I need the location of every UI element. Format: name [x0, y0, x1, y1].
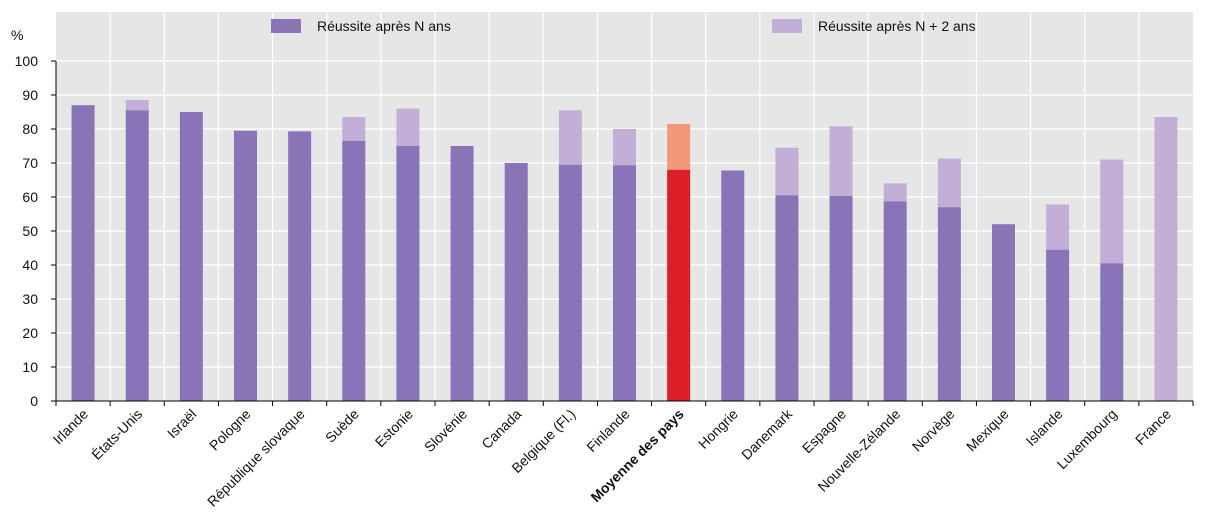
bar-n	[342, 140, 366, 401]
x-tick-label: Irlande	[50, 406, 92, 448]
y-tick-label: 60	[22, 189, 38, 205]
bar-n	[179, 112, 203, 401]
x-tick-label: Estonie	[372, 406, 416, 450]
bar-n2	[1100, 159, 1124, 264]
bar-n2	[342, 117, 366, 141]
x-tick-label: Slovénie	[421, 406, 470, 455]
bar-n	[829, 195, 853, 401]
bar-n	[504, 163, 528, 401]
bar-n2	[558, 110, 582, 165]
x-tick-label: Hongrie	[695, 406, 741, 452]
x-tick-label: Islande	[1023, 406, 1066, 449]
bar-n2	[1154, 117, 1178, 401]
y-tick-label: 90	[22, 87, 38, 103]
x-tick-label: Finlande	[583, 406, 632, 455]
bar-n	[234, 130, 257, 401]
axes	[51, 60, 1194, 406]
bar-n	[1100, 263, 1124, 401]
x-tick-label: Canada	[478, 406, 524, 452]
x-tick-label: Espagne	[799, 406, 850, 457]
bar-n2	[883, 183, 907, 202]
bar-n2	[125, 100, 149, 111]
bar-n	[71, 105, 95, 401]
bar-n	[667, 169, 691, 401]
bar-n	[775, 195, 799, 401]
y-unit-label: %	[11, 27, 23, 43]
bar-n2	[613, 129, 636, 166]
y-tick-label: 20	[22, 325, 38, 341]
x-tick-label: Mexique	[963, 406, 1012, 455]
bar-n2	[829, 126, 853, 196]
x-tick-label: France	[1132, 406, 1174, 448]
legend-label-n: Réussite après N ans	[317, 18, 451, 34]
bar-n	[450, 146, 474, 401]
y-tick-label: 100	[15, 53, 39, 69]
y-tick-label: 10	[22, 359, 38, 375]
x-tick-label: République slovaque	[204, 406, 308, 510]
y-tick-label: 0	[30, 393, 38, 409]
x-tick-label: Pologne	[206, 406, 254, 454]
legend-label-n2: Réussite après N + 2 ans	[818, 18, 976, 34]
bar-n	[558, 164, 582, 401]
bar-n	[613, 165, 636, 401]
x-tick-label: Moyenne des pays	[587, 406, 686, 505]
x-tick-label: Norvège	[909, 406, 958, 455]
bar-n	[883, 201, 907, 401]
y-tick-label: 30	[22, 291, 38, 307]
y-tick-label: 80	[22, 121, 38, 137]
bar-n2	[1046, 204, 1070, 250]
x-tick-label: Suède	[322, 406, 362, 446]
x-tick-label: Danemark	[738, 405, 796, 463]
legend-swatch-n2	[772, 19, 802, 33]
x-tick-label: Israël	[164, 406, 200, 442]
bar-n	[992, 224, 1015, 401]
bars	[71, 100, 1178, 402]
y-tick-label: 70	[22, 155, 38, 171]
bar-n	[125, 110, 149, 402]
y-tick-label: 50	[22, 223, 38, 239]
bar-n	[721, 170, 745, 401]
bar-n	[1046, 249, 1070, 401]
bar-n2	[396, 108, 420, 146]
bar-n2	[667, 123, 691, 170]
y-tick-labels: 0 10 20 30 40 50 60 70 80 90 100	[15, 53, 39, 409]
legend: Réussite après N ans Réussite après N + …	[271, 18, 976, 34]
bar-n	[937, 207, 961, 401]
x-tick-label: États-Unis	[88, 406, 145, 463]
bar-n2	[937, 158, 961, 208]
bar-n2	[775, 147, 799, 196]
legend-swatch-n	[271, 19, 301, 33]
bar-n	[396, 146, 420, 401]
bar-n	[288, 131, 312, 401]
y-tick-label: 40	[22, 257, 38, 273]
